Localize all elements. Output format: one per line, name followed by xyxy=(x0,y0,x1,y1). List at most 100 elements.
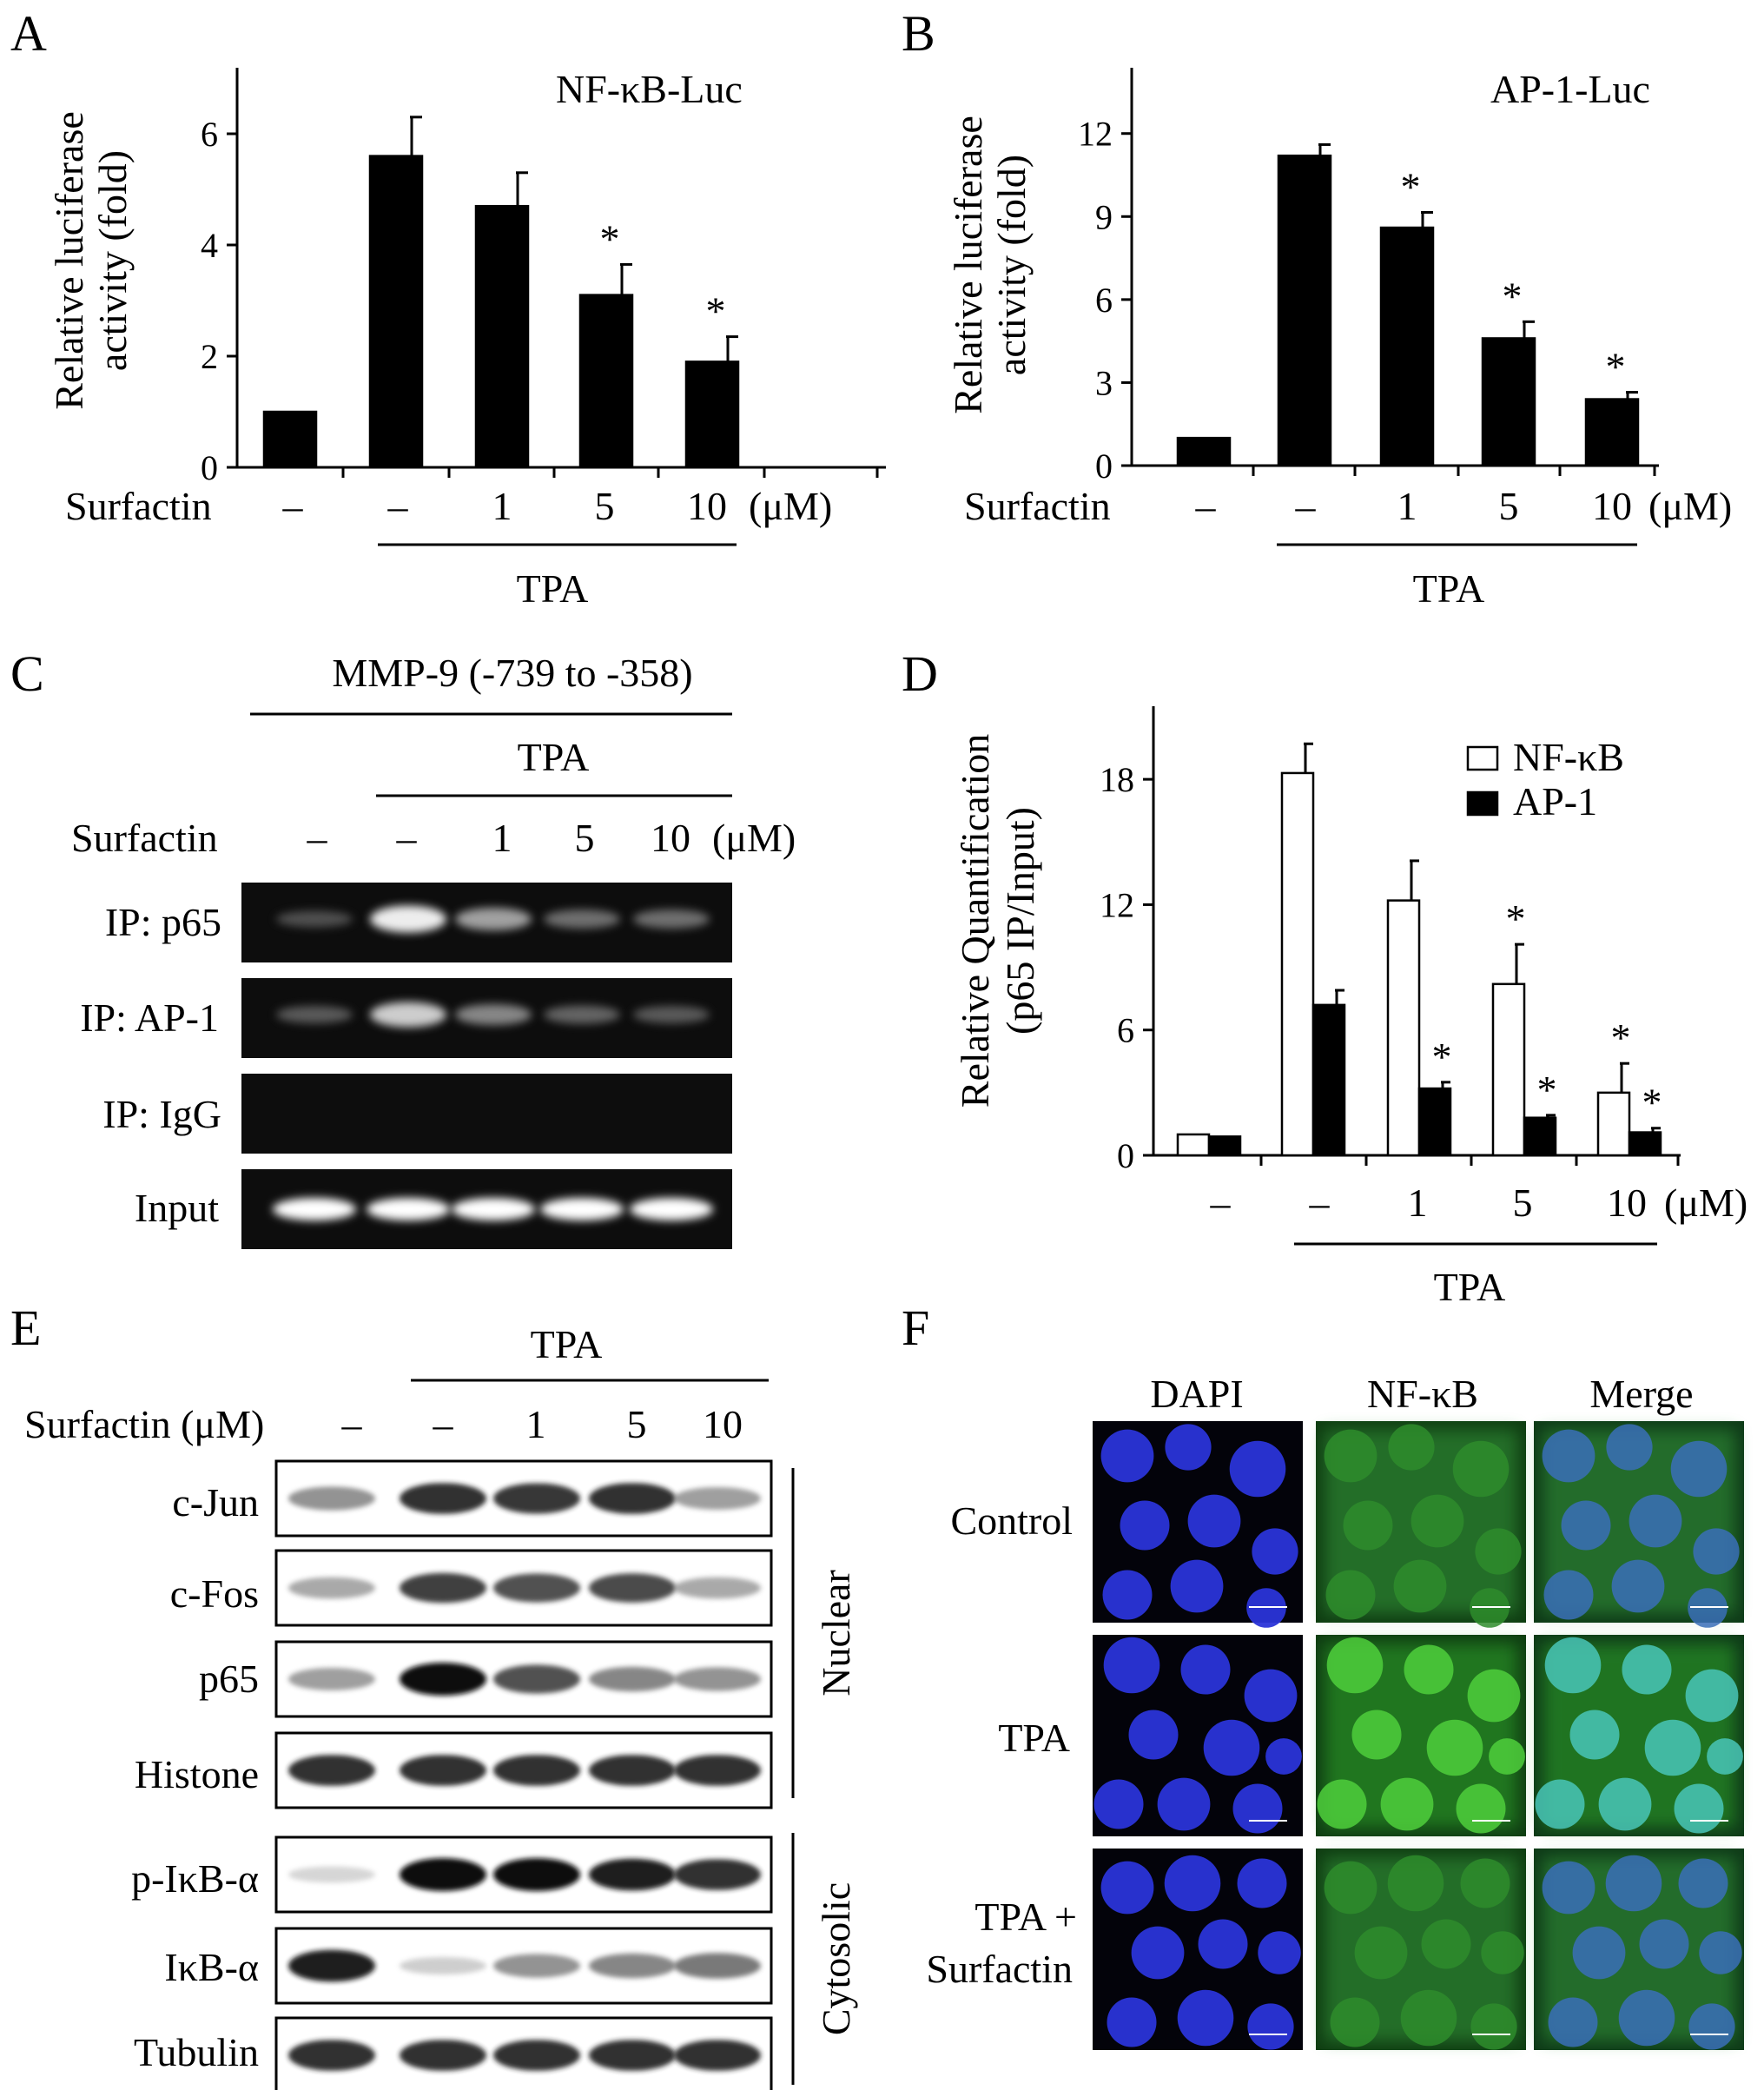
chart-b-title: AP-1-Luc xyxy=(1490,67,1650,111)
blot-row xyxy=(274,1640,773,1718)
significance-marker: * xyxy=(600,216,620,261)
chart-b-dose-label: 1 xyxy=(1397,484,1417,528)
nucleus xyxy=(1380,1777,1434,1831)
bar xyxy=(1207,1135,1242,1157)
blot-band xyxy=(493,1573,580,1603)
western-row-label: c-Fos xyxy=(170,1571,259,1616)
nucleus xyxy=(1100,1861,1154,1915)
y-tick-label: 12 xyxy=(1078,115,1113,154)
gel-band xyxy=(370,905,446,933)
blot-band xyxy=(288,1866,375,1883)
chart-d-legend: NF-κB AP-1 xyxy=(1466,735,1624,823)
nucleus xyxy=(1258,1931,1301,1974)
nucleus xyxy=(1330,1997,1380,2047)
chart-a-dose-label: 10 xyxy=(687,484,727,528)
nucleus xyxy=(1157,1777,1211,1831)
nucleus xyxy=(1644,1719,1701,1776)
gel-row xyxy=(241,978,732,1058)
nucleus xyxy=(1131,1926,1185,1980)
nucleus xyxy=(1475,1528,1522,1575)
bar xyxy=(1417,1087,1452,1157)
gel-band xyxy=(544,1005,620,1024)
gel-strip xyxy=(241,1074,732,1154)
nuclear-label-wrap: Nuclear xyxy=(814,1570,858,1696)
panel-letter-d: D xyxy=(902,645,938,702)
chart-a-dose-labels: – – 1 5 10 xyxy=(282,484,728,528)
significance-marker: * xyxy=(1432,1035,1452,1079)
nucleus xyxy=(1688,2003,1735,2050)
chip-dose-label: – xyxy=(396,816,418,860)
significance-marker: * xyxy=(1506,896,1526,941)
chart-a-title: NF-κB-Luc xyxy=(556,67,743,111)
nucleus xyxy=(1606,1424,1653,1471)
nucleus xyxy=(1460,1858,1510,1908)
y-tick-label: 6 xyxy=(1095,281,1113,320)
nucleus xyxy=(1229,1440,1286,1498)
nucleus xyxy=(1120,1500,1170,1551)
nucleus xyxy=(1393,1559,1447,1613)
bar xyxy=(578,294,634,469)
blot-band xyxy=(493,1755,580,1786)
nucleus xyxy=(1232,1783,1283,1834)
chart-b-ylabel-line1: Relative luciferase xyxy=(946,116,990,414)
chart-a-dose-label: – xyxy=(387,484,409,528)
micrograph-grid xyxy=(1093,1421,1744,2050)
blot-band xyxy=(288,1486,375,1511)
chip-row-label: IP: p65 xyxy=(105,900,221,944)
blot-band xyxy=(674,1755,761,1786)
gel-band xyxy=(630,1198,713,1220)
nucleus xyxy=(1100,1429,1154,1483)
chart-d-dose-label: – xyxy=(1210,1181,1232,1225)
micrograph-tile xyxy=(1534,1849,1744,2050)
gel-band xyxy=(544,909,620,929)
bar xyxy=(1280,771,1315,1157)
chart-d-unit-label: (μM) xyxy=(1664,1181,1747,1225)
panel-letter-c: C xyxy=(10,645,44,702)
nucleus xyxy=(1325,1570,1376,1620)
western-dose-label: – xyxy=(433,1402,454,1446)
blot-band xyxy=(589,1666,676,1692)
significance-marker: * xyxy=(1611,1015,1631,1060)
significance-marker: * xyxy=(706,289,726,334)
panel-c: C MMP-9 (-739 to -358) TPA Surfactin – –… xyxy=(10,645,796,1249)
micro-row-label: Surfactin xyxy=(926,1947,1073,1991)
nucleus xyxy=(1411,1494,1464,1548)
chip-dose-label: – xyxy=(307,816,328,860)
bar xyxy=(1523,1116,1557,1157)
gel-row xyxy=(241,883,732,962)
blot-band xyxy=(589,1858,676,1891)
blot-band xyxy=(674,1953,761,1979)
micrograph-tile xyxy=(1316,1635,1526,1836)
nucleus xyxy=(1107,1997,1157,2047)
nucleus xyxy=(1388,1424,1435,1471)
nucleus xyxy=(1481,1931,1524,1974)
legend-label-ap1: AP-1 xyxy=(1513,779,1597,823)
panel-letter-a: A xyxy=(10,5,47,62)
gel-band xyxy=(273,1198,356,1220)
bar xyxy=(1481,337,1536,467)
y-tick-label: 18 xyxy=(1100,760,1134,799)
y-tick-label: 2 xyxy=(201,337,218,376)
blot-band xyxy=(288,1668,375,1690)
legend-swatch-ap1 xyxy=(1466,790,1499,817)
western-blots xyxy=(274,1459,773,2090)
blot-row xyxy=(274,1927,773,2005)
micrograph-tile xyxy=(1093,1849,1303,2050)
chart-b-surfactin-label: Surfactin xyxy=(964,484,1111,528)
blot-band xyxy=(400,2040,486,2071)
chart-a-unit-label: (μM) xyxy=(749,484,832,528)
chip-tpa-label: TPA xyxy=(518,735,590,779)
chart-b-dose-label: – xyxy=(1295,484,1317,528)
gel-band xyxy=(367,1198,450,1220)
bar xyxy=(1277,154,1332,467)
western-row-label: p-IκB-α xyxy=(131,1856,259,1901)
blot-band xyxy=(674,1487,761,1510)
chart-d-dose-label: – xyxy=(1309,1181,1331,1225)
gel-band xyxy=(540,1198,624,1220)
micrograph-tile xyxy=(1093,1635,1303,1836)
nucleus xyxy=(1404,1644,1454,1695)
bar xyxy=(1176,436,1232,467)
bar xyxy=(1311,1003,1346,1157)
chart-b-ylabel: Relative luciferase activity (fold) xyxy=(946,116,1034,414)
blot-band xyxy=(493,1483,580,1514)
